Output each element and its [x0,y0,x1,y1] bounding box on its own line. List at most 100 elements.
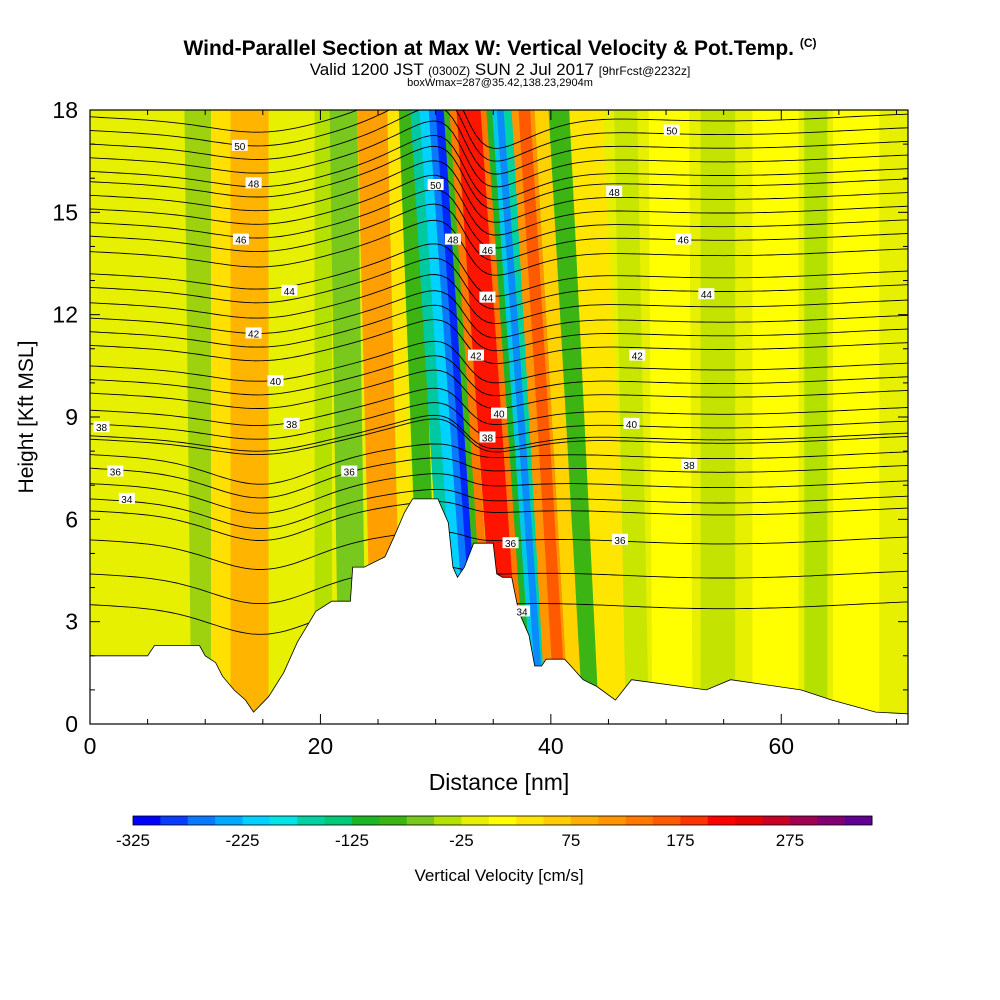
theta-label: 42 [629,349,646,363]
theta-label-text: 38 [684,461,696,472]
band-yellow-r4 [752,110,799,724]
colorbar-swatch [543,816,572,825]
theta-label-text: 48 [609,188,621,199]
theta-label-bg [245,327,262,339]
valid-utc: (0300Z) [428,64,471,78]
band-blue-core2 [496,110,547,724]
chart-subtitle: Valid 1200 JST (0300Z) SUN 2 Jul 2017 [9… [0,60,1000,80]
y-tick-label: 18 [52,97,78,123]
theta-label: 46 [232,233,249,247]
y-tick-label: 15 [52,199,78,225]
colorbar-swatch [133,816,161,825]
colorbar-swatch [297,816,326,825]
theta-label-text: 38 [96,423,108,434]
colorbar-tick-label: -225 [225,831,259,850]
colorbar-swatch [434,816,462,825]
theta-label: 46 [675,233,692,247]
theta-label: 40 [491,407,507,421]
theta-label: 36 [502,537,519,550]
box-info: boxWmax=287@35.42,138.23,2904m [407,77,593,89]
colorbar-swatch [516,816,545,825]
colorbar-label: Vertical Velocity [cm/s] [414,866,583,885]
theta-label-text: 36 [614,536,626,547]
theta-label: 40 [267,375,284,388]
theta-label-bg [427,179,444,191]
colorbar-swatch [406,816,435,825]
theta-contour-line [90,274,908,324]
colorbar-swatch [379,816,408,825]
theta-label-text: 40 [626,420,638,431]
theta-contour-line [90,418,908,456]
colorbar-swatch [653,816,681,825]
terrain-mask [90,498,908,724]
band-lime-r3 [804,110,828,724]
theta-label-bg [663,124,680,136]
y-axis-label: Height [Kft MSL] [15,341,38,494]
colorbar-swatch [707,816,736,825]
theta-contour-labels: 34 36 38 38 40 42 44 46 48 50 36 38 40 42 44 46 48 50 36 50… [93,124,715,618]
theta-contour-line [90,145,908,210]
band-yellow-r2 [569,110,633,724]
valid-date: SUN 2 Jul 2017 [474,60,594,79]
theta-label-bg [502,537,519,549]
theta-label-bg [444,233,461,245]
theta-label-bg [675,233,692,245]
theta-label-text: 48 [447,236,459,247]
theta-label: 36 [611,533,628,547]
theta-label: 34 [514,605,531,618]
theta-contour-line [90,387,908,427]
band-yellow-r [534,110,584,724]
theta-label: 42 [467,349,484,363]
theta-label: 42 [245,327,262,340]
theta-label: 50 [231,139,248,153]
chart-title: Wind-Parallel Section at Max W: Vertical… [0,36,1000,61]
x-tick-label: 60 [768,733,794,759]
colorbar-swatch [598,816,627,825]
theta-label-bg [283,417,300,429]
colorbar-swatch [762,816,791,825]
theta-contour-line [90,473,908,514]
theta-contour-line [90,488,908,530]
theta-contour-line [90,135,908,201]
colorbar-swatch [242,816,271,825]
theta-contour-line [90,203,908,262]
theta-contour-line [90,243,908,297]
colorbar-swatch [570,816,599,825]
theta-label-bg [341,465,358,477]
colorbar-swatch [461,816,490,825]
theta-label-text: 40 [493,410,505,421]
theta-label-text: 36 [344,468,356,479]
theta-label-text: 44 [701,290,713,301]
theta-label-text: 44 [482,294,494,305]
theta-contour-line [90,414,908,452]
colorbar-swatch [351,816,380,825]
chart-title-text: Wind-Parallel Section at Max W: Vertical… [183,37,794,60]
y-tick-label: 0 [65,711,78,737]
theta-contour-line [90,319,908,364]
theta-label: 38 [93,421,110,434]
colorbar-swatch [160,816,189,825]
theta-label: 44 [281,284,298,298]
theta-label-text: 40 [270,377,282,388]
plot-area: 34 36 38 38 40 42 44 46 48 50 36 38 40 42 44 46 48 50 36 50… [90,110,908,724]
theta-label-text: 36 [110,468,122,479]
theta-label-bg [698,288,715,300]
theta-contour-line [90,110,908,149]
theta-label-text: 34 [121,495,133,506]
theta-label-bg [623,417,640,429]
y-tick-label: 12 [52,302,78,328]
theta-contour-line [90,219,908,276]
theta-label-bg [606,185,623,197]
theta-label: 48 [444,233,461,247]
band-orange-left [230,110,269,724]
theta-label: 36 [341,465,358,479]
theta-label-text: 42 [248,329,260,340]
colorbar-swatch [324,816,353,825]
x-tick-label: 20 [308,733,334,759]
theta-label-bg [467,349,484,361]
colorbar-swatch [789,816,818,825]
theta-label-text: 48 [248,179,260,190]
band-red-core [456,110,525,724]
